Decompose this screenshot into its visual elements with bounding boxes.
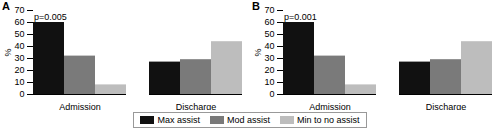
svg-text:%: % bbox=[3, 48, 13, 56]
svg-text:60: 60 bbox=[264, 17, 274, 27]
svg-text:10: 10 bbox=[264, 77, 274, 87]
svg-text:50: 50 bbox=[14, 29, 24, 39]
svg-text:Discharge: Discharge bbox=[426, 102, 467, 110]
svg-text:40: 40 bbox=[14, 41, 24, 51]
svg-text:10: 10 bbox=[14, 77, 24, 87]
svg-text:%: % bbox=[253, 48, 263, 56]
html-text:B: B bbox=[252, 0, 260, 12]
svg-text:60: 60 bbox=[14, 17, 24, 27]
html-text:Mod assist: Mod assist bbox=[227, 115, 270, 125]
svg-text:Admission: Admission bbox=[59, 102, 101, 110]
html-text:A: A bbox=[2, 0, 10, 12]
svg-text:20: 20 bbox=[14, 65, 24, 75]
svg-text:30: 30 bbox=[14, 53, 24, 63]
svg-text:40: 40 bbox=[264, 41, 274, 51]
svg-text:20: 20 bbox=[264, 65, 274, 75]
svg-text:0: 0 bbox=[269, 89, 274, 99]
html-text:p=0.001: p=0.001 bbox=[284, 12, 317, 22]
svg-text:Admission: Admission bbox=[309, 102, 351, 110]
svg-text:Discharge: Discharge bbox=[176, 102, 217, 110]
html-text:Max assist: Max assist bbox=[157, 115, 200, 125]
svg-text:50: 50 bbox=[264, 29, 274, 39]
svg-text:70: 70 bbox=[14, 5, 24, 15]
svg-text:30: 30 bbox=[264, 53, 274, 63]
svg-text:0: 0 bbox=[19, 89, 24, 99]
html-text:p=0.005: p=0.005 bbox=[34, 12, 67, 22]
svg-text:70: 70 bbox=[264, 5, 274, 15]
html-text:Min to no assist: Min to no assist bbox=[297, 115, 360, 125]
